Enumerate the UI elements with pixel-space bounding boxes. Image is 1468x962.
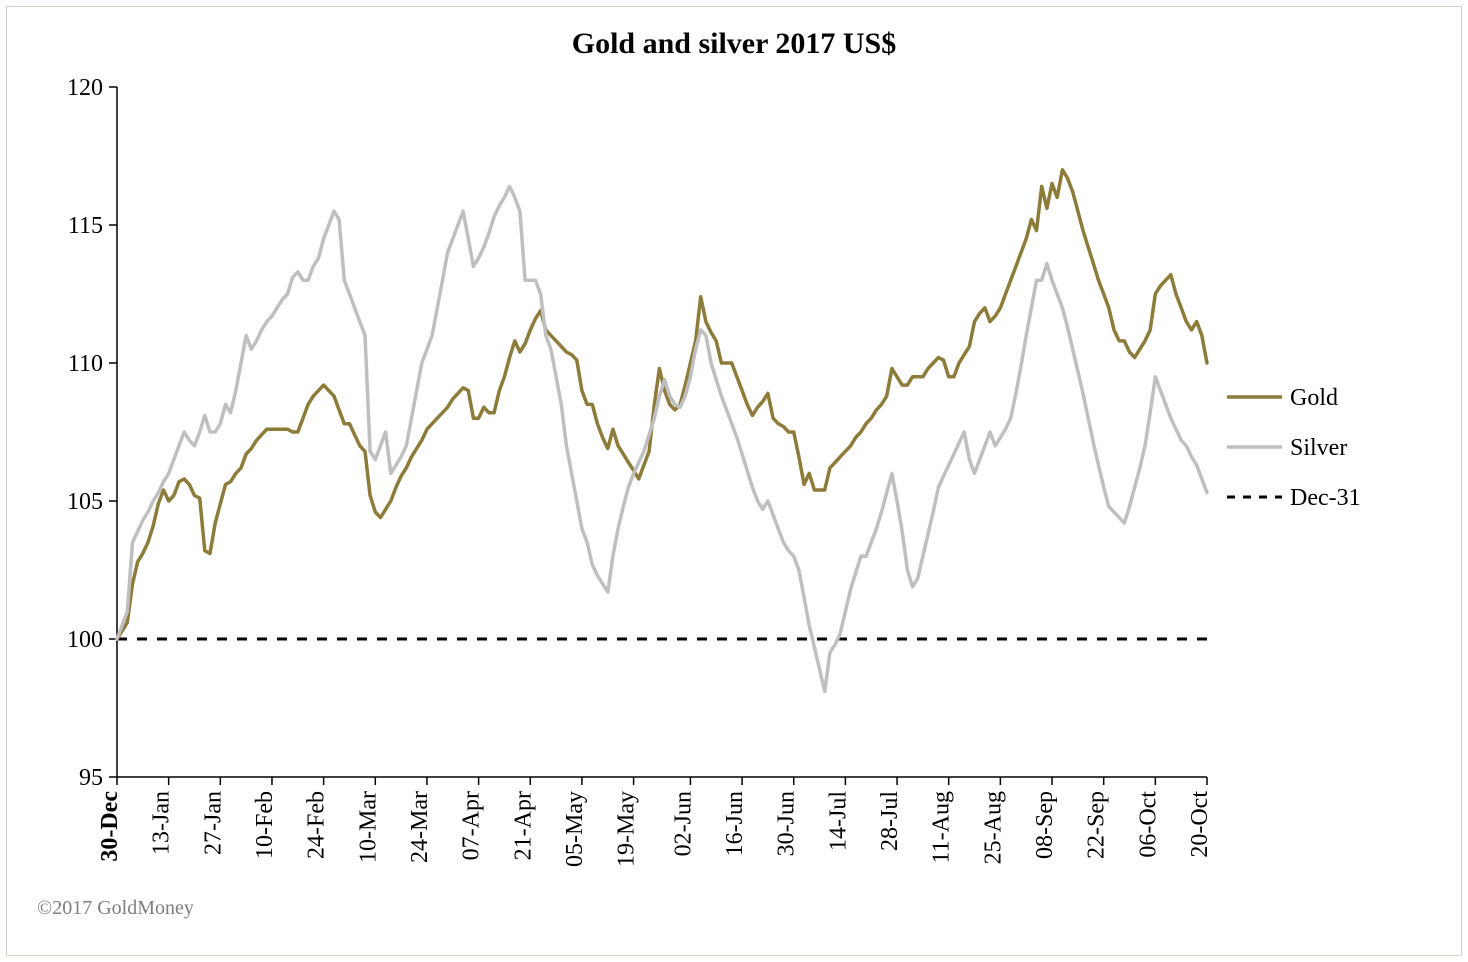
x-tick-label: 02-Jun bbox=[670, 791, 696, 856]
chart-plot-area: 95 100 105 110 115 120 30-Dec 13-Jan 27-Jan 10-Fe… bbox=[7, 7, 1463, 957]
series-gold bbox=[117, 170, 1207, 639]
y-tick-label: 95 bbox=[79, 765, 103, 791]
x-tick-label: 30-Jun bbox=[774, 791, 800, 856]
x-tick-label: 27-Jan bbox=[200, 791, 226, 855]
y-tick-label: 105 bbox=[67, 489, 103, 515]
chart-frame: Gold and silver 2017 US$ 951001051101151… bbox=[6, 6, 1462, 956]
x-tick-label: 28-Jul bbox=[877, 791, 903, 851]
x-tick-label: 24-Mar bbox=[407, 791, 433, 863]
x-tick-label: 05-May bbox=[562, 791, 588, 867]
x-tick-label: 30-Dec bbox=[97, 791, 123, 862]
x-tick-label: 21-Apr bbox=[510, 791, 536, 860]
x-tick-label: 10-Feb bbox=[252, 791, 278, 859]
x-tick-label: 16-Jun bbox=[722, 791, 748, 856]
x-tick-label: 06-Oct bbox=[1135, 791, 1161, 858]
x-tick-label: 14-Jul bbox=[825, 791, 851, 851]
x-tick-label: 19-May bbox=[614, 791, 640, 867]
y-tick-label: 110 bbox=[68, 351, 103, 377]
chart-copyright: ©2017 GoldMoney bbox=[37, 897, 194, 920]
legend-label-gold: Gold bbox=[1290, 385, 1338, 411]
x-tick-label: 07-Apr bbox=[459, 791, 485, 860]
x-tick-label: 24-Feb bbox=[304, 791, 330, 859]
x-tick-label: 11-Aug bbox=[929, 791, 955, 863]
y-tick-label: 120 bbox=[67, 75, 103, 101]
y-tick-label: 100 bbox=[67, 627, 103, 653]
y-tick-label: 115 bbox=[68, 213, 103, 239]
legend-label-silver: Silver bbox=[1290, 435, 1347, 461]
x-tick-label: 10-Mar bbox=[355, 791, 381, 863]
x-tick-label: 20-Oct bbox=[1187, 791, 1213, 858]
x-tick-label: 25-Aug bbox=[980, 791, 1006, 864]
series-silver bbox=[117, 186, 1207, 691]
x-tick-label: 08-Sep bbox=[1032, 791, 1058, 859]
legend-label-baseline: Dec-31 bbox=[1290, 485, 1361, 511]
chart-svg: 95 100 105 110 115 120 30-Dec 13-Jan 27-Jan 10-Fe… bbox=[7, 7, 1463, 957]
x-tick-label: 13-Jan bbox=[149, 791, 175, 855]
x-tick-label: 22-Sep bbox=[1084, 791, 1110, 859]
